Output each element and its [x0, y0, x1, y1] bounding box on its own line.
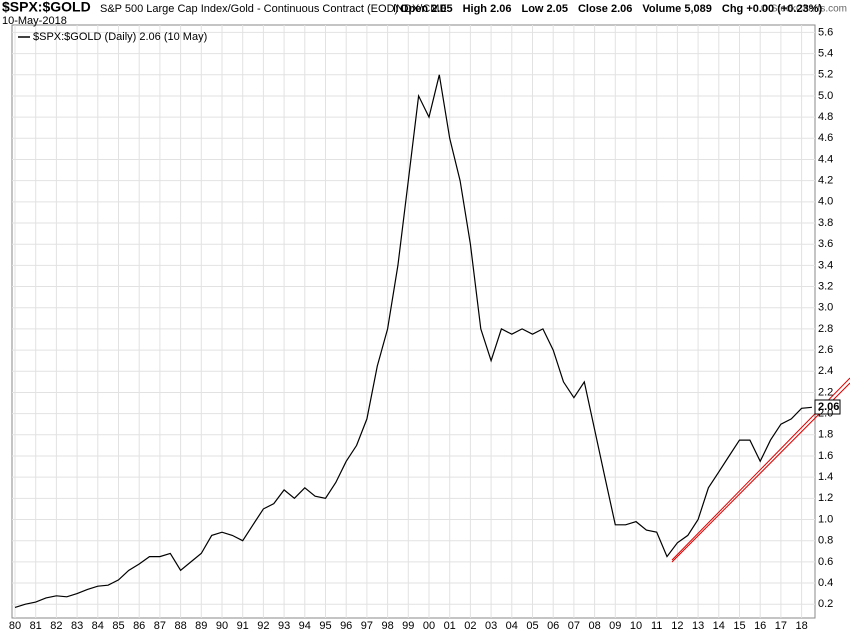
y-tick-label: 4.0 — [818, 196, 833, 208]
x-tick-label: 09 — [609, 620, 621, 632]
y-tick-label: 1.6 — [818, 450, 833, 462]
y-tick-label: 1.4 — [818, 471, 833, 483]
x-tick-label: 00 — [423, 620, 435, 632]
y-tick-label: 5.0 — [818, 90, 833, 102]
x-tick-label: 83 — [71, 620, 83, 632]
quote: Open 2.05 High 2.06 Low 2.05 Close 2.06 Volu… — [400, 3, 822, 15]
quote-item: Chg +0.00 (+0.23%) — [722, 3, 823, 15]
y-tick-label: 0.8 — [818, 535, 833, 547]
x-tick-label: 15 — [733, 620, 745, 632]
x-tick-label: 94 — [299, 620, 311, 632]
x-tick-label: 17 — [775, 620, 787, 632]
x-tick-label: 12 — [671, 620, 683, 632]
y-tick-label: 2.6 — [818, 344, 833, 356]
credit: © StockCharts.com — [761, 4, 847, 15]
x-tick-label: 01 — [444, 620, 456, 632]
x-tick-label: 90 — [216, 620, 228, 632]
x-tick-label: 18 — [795, 620, 807, 632]
x-tick-label: 97 — [361, 620, 373, 632]
x-tick-label: 04 — [506, 620, 518, 632]
x-tick-label: 85 — [112, 620, 124, 632]
x-tick-label: 11 — [651, 620, 662, 632]
x-tick-label: 91 — [237, 620, 249, 632]
y-tick-label: 4.8 — [818, 111, 833, 123]
x-tick-label: 06 — [547, 620, 559, 632]
chart-title: $SPX:$GOLD — [2, 0, 91, 15]
x-tick-label: 81 — [30, 620, 42, 632]
x-tick-label: 16 — [754, 620, 766, 632]
x-tick-label: 10 — [630, 620, 642, 632]
x-tick-label: 88 — [174, 620, 186, 632]
last-price: 2.06 — [818, 401, 839, 413]
y-tick-label: 4.6 — [818, 132, 833, 144]
y-tick-label: 2.8 — [818, 323, 833, 335]
quote-item: Low 2.05 — [521, 3, 567, 15]
exchange: INDX/CME — [393, 3, 447, 15]
x-tick-label: 07 — [568, 620, 580, 632]
y-tick-label: 1.0 — [818, 513, 833, 525]
x-tick-label: 98 — [381, 620, 393, 632]
y-tick-label: 3.6 — [818, 238, 833, 250]
grid — [12, 25, 815, 618]
x-tick-label: 05 — [526, 620, 538, 632]
quote-item: Volume 5,089 — [642, 3, 712, 15]
y-tick-label: 4.2 — [818, 175, 833, 187]
y-tick-label: 3.2 — [818, 280, 833, 292]
last-price-box — [814, 399, 841, 415]
quote-item: High 2.06 — [463, 3, 512, 15]
x-tick-label: 02 — [464, 620, 476, 632]
x-tick-label: 86 — [133, 620, 145, 632]
y-tick-label: 5.6 — [818, 26, 833, 38]
x-tick-label: 93 — [278, 620, 290, 632]
x-tick-label: 14 — [713, 620, 725, 632]
x-tick-label: 95 — [319, 620, 331, 632]
x-tick-label: 89 — [195, 620, 207, 632]
y-tick-label: 5.4 — [818, 47, 833, 59]
y-tick-label: 3.8 — [818, 217, 833, 229]
quote-item: Open 2.05 — [400, 3, 453, 15]
x-tick-label: 80 — [9, 620, 21, 632]
y-tick-label: 1.8 — [818, 429, 833, 441]
x-tick-label: 82 — [50, 620, 62, 632]
plot-frame — [11, 24, 816, 619]
x-tick-label: 96 — [340, 620, 352, 632]
chart-subtitle: S&P 500 Large Cap Index/Gold - Continuou… — [100, 3, 398, 15]
y-tick-label: 2.0 — [818, 408, 833, 420]
price-line — [14, 74, 812, 608]
x-tick-label: 84 — [92, 620, 104, 632]
y-tick-label: 3.4 — [818, 259, 833, 271]
quote-item: Close 2.06 — [578, 3, 632, 15]
date: 10-May-2018 — [2, 15, 67, 27]
x-tick-label: 13 — [692, 620, 704, 632]
y-tick-label: 0.6 — [818, 556, 833, 568]
x-tick-label: 87 — [154, 620, 166, 632]
x-tick-label: 92 — [257, 620, 269, 632]
x-tick-label: 99 — [402, 620, 414, 632]
y-tick-label: 0.2 — [818, 598, 833, 610]
y-tick-label: 1.2 — [818, 492, 833, 504]
y-tick-label: 4.4 — [818, 153, 833, 165]
y-tick-label: 5.2 — [818, 69, 833, 81]
legend-label: $SPX:$GOLD (Daily) 2.06 (10 May) — [33, 31, 207, 43]
y-tick-label: 2.4 — [818, 365, 833, 377]
x-tick-label: 08 — [588, 620, 600, 632]
y-tick-label: 0.4 — [818, 577, 833, 589]
y-tick-label: 3.0 — [818, 302, 833, 314]
y-tick-label: 2.2 — [818, 386, 833, 398]
x-tick-label: 03 — [485, 620, 497, 632]
